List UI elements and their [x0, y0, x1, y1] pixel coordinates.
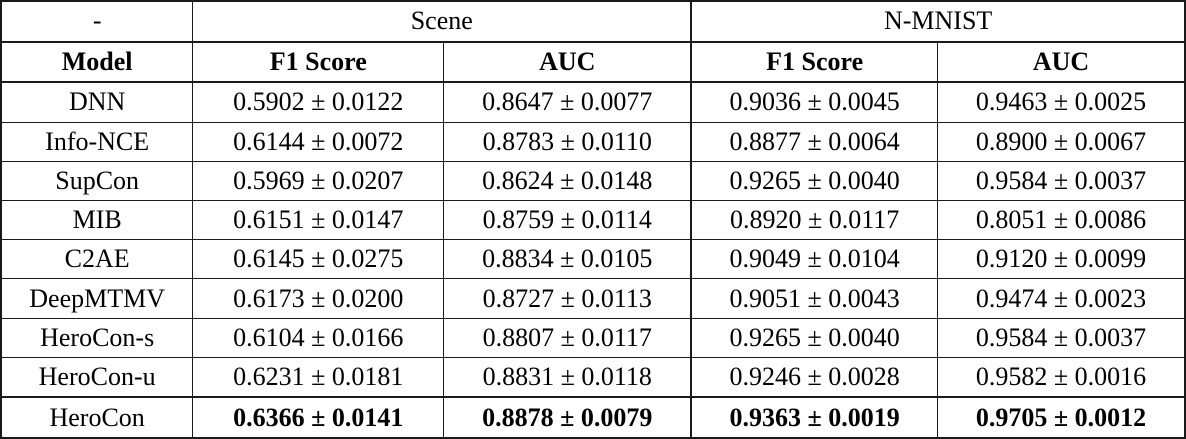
metric-cell-scene-f1: 0.6104 ± 0.0166 [192, 317, 445, 358]
metric-cell-nmnist-f1: 0.9051 ± 0.0043 [690, 278, 939, 319]
model-cell: MIB [0, 200, 194, 241]
model-cell: DeepMTMV [0, 278, 194, 319]
metric-cell-scene-f1: 0.6173 ± 0.0200 [192, 278, 445, 319]
model-cell: HeroCon-u [0, 356, 194, 398]
metric-cell-nmnist-auc: 0.9705 ± 0.0012 [937, 396, 1186, 439]
column-header-nmnist-auc: AUC [937, 41, 1186, 84]
metric-cell-nmnist-auc: 0.8051 ± 0.0086 [937, 200, 1186, 241]
metric-cell-nmnist-f1: 0.9363 ± 0.0019 [690, 396, 939, 439]
metric-cell-scene-f1: 0.6145 ± 0.0275 [192, 239, 445, 280]
metric-cell-nmnist-auc: 0.9582 ± 0.0016 [937, 356, 1186, 398]
model-placeholder-cell: - [0, 0, 194, 43]
model-cell: SupCon [0, 160, 194, 202]
group-header-scene: Scene [192, 0, 693, 43]
table-row-herocon: HeroCon 0.6366 ± 0.0141 0.8878 ± 0.0079 … [0, 396, 1186, 439]
column-header-model: Model [0, 41, 194, 84]
metric-cell-nmnist-auc: 0.9120 ± 0.0099 [937, 239, 1186, 280]
metric-cell-scene-auc: 0.8647 ± 0.0077 [443, 81, 693, 123]
table-row-c2ae: C2AE 0.6145 ± 0.0275 0.8834 ± 0.0105 0.9… [0, 239, 1186, 280]
metric-cell-nmnist-f1: 0.8920 ± 0.0117 [690, 200, 939, 241]
metric-cell-nmnist-auc: 0.9584 ± 0.0037 [937, 317, 1186, 358]
metric-cell-nmnist-f1: 0.9265 ± 0.0040 [690, 160, 939, 202]
metric-cell-scene-auc: 0.8727 ± 0.0113 [443, 278, 693, 319]
metric-cell-scene-auc: 0.8831 ± 0.0118 [443, 356, 693, 398]
metric-cell-nmnist-auc: 0.9463 ± 0.0025 [937, 81, 1186, 123]
metric-cell-scene-auc: 0.8624 ± 0.0148 [443, 160, 693, 202]
metric-cell-scene-auc: 0.8834 ± 0.0105 [443, 239, 693, 280]
table-row-herocon-u: HeroCon-u 0.6231 ± 0.0181 0.8831 ± 0.011… [0, 356, 1186, 398]
column-header-scene-auc: AUC [443, 41, 693, 84]
metric-cell-nmnist-auc: 0.8900 ± 0.0067 [937, 121, 1186, 162]
dataset-group-header-row: - Scene N-MNIST [0, 0, 1186, 43]
metric-cell-scene-auc: 0.8759 ± 0.0114 [443, 200, 693, 241]
model-cell: DNN [0, 81, 194, 123]
metric-cell-scene-f1: 0.6151 ± 0.0147 [192, 200, 445, 241]
metric-cell-nmnist-f1: 0.9246 ± 0.0028 [690, 356, 939, 398]
model-cell: HeroCon [0, 396, 194, 439]
metric-cell-scene-auc: 0.8878 ± 0.0079 [443, 396, 693, 439]
metric-cell-scene-auc: 0.8783 ± 0.0110 [443, 121, 693, 162]
metric-cell-scene-auc: 0.8807 ± 0.0117 [443, 317, 693, 358]
metric-cell-nmnist-f1: 0.9265 ± 0.0040 [690, 317, 939, 358]
metric-cell-nmnist-auc: 0.9584 ± 0.0037 [937, 160, 1186, 202]
column-header-scene-f1: F1 Score [192, 41, 445, 84]
table-row-mib: MIB 0.6151 ± 0.0147 0.8759 ± 0.0114 0.89… [0, 200, 1186, 241]
model-cell: HeroCon-s [0, 317, 194, 358]
metric-cell-nmnist-f1: 0.9049 ± 0.0104 [690, 239, 939, 280]
model-cell: C2AE [0, 239, 194, 280]
metric-cell-nmnist-f1: 0.8877 ± 0.0064 [690, 121, 939, 162]
table-row-herocon-s: HeroCon-s 0.6104 ± 0.0166 0.8807 ± 0.011… [0, 317, 1186, 358]
metric-cell-scene-f1: 0.6144 ± 0.0072 [192, 121, 445, 162]
column-header-row: Model F1 Score AUC F1 Score AUC [0, 41, 1186, 84]
table-row-info-nce: Info-NCE 0.6144 ± 0.0072 0.8783 ± 0.0110… [0, 121, 1186, 162]
metric-cell-scene-f1: 0.6366 ± 0.0141 [192, 396, 445, 439]
metric-cell-nmnist-f1: 0.9036 ± 0.0045 [690, 81, 939, 123]
column-header-nmnist-f1: F1 Score [690, 41, 939, 84]
table-row-deepmtmv: DeepMTMV 0.6173 ± 0.0200 0.8727 ± 0.0113… [0, 278, 1186, 319]
metric-cell-nmnist-auc: 0.9474 ± 0.0023 [937, 278, 1186, 319]
group-header-nmnist: N-MNIST [690, 0, 1186, 43]
table-row-dnn: DNN 0.5902 ± 0.0122 0.8647 ± 0.0077 0.90… [0, 81, 1186, 123]
metric-cell-scene-f1: 0.5902 ± 0.0122 [192, 81, 445, 123]
model-cell: Info-NCE [0, 121, 194, 162]
metric-cell-scene-f1: 0.6231 ± 0.0181 [192, 356, 445, 398]
metric-cell-scene-f1: 0.5969 ± 0.0207 [192, 160, 445, 202]
table-row-supcon: SupCon 0.5969 ± 0.0207 0.8624 ± 0.0148 0… [0, 160, 1186, 202]
